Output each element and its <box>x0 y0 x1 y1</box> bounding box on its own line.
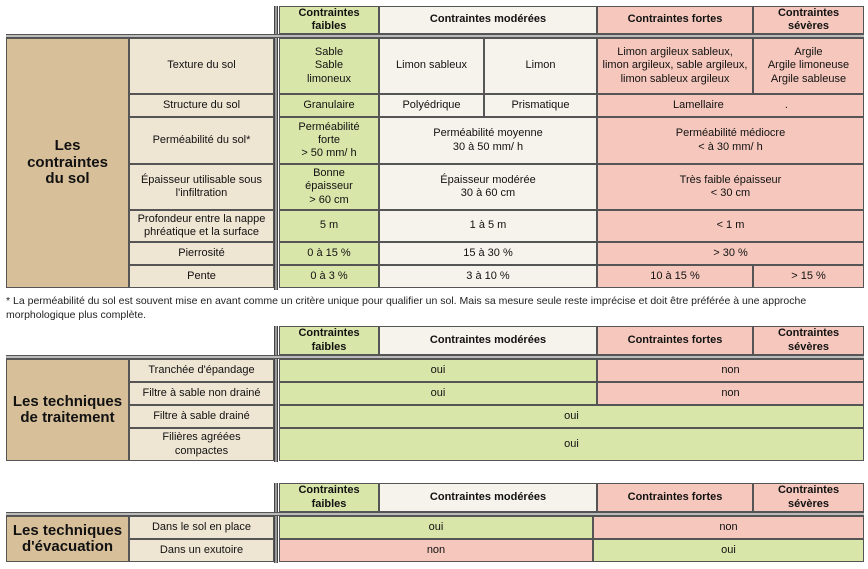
cell: oui <box>279 359 597 382</box>
cell: 3 à 10 % <box>379 265 597 288</box>
cell: Prismatique <box>484 94 597 117</box>
divider <box>274 6 278 290</box>
row-label: Profondeur entre la nappe phréatique et … <box>129 210 274 242</box>
section-title-evacuation: Les techniques d'évacuation <box>6 516 129 562</box>
cell: > 15 % <box>753 265 864 288</box>
cell: Granulaire <box>279 94 379 117</box>
cell: 1 à 5 m <box>379 210 597 242</box>
cell: Limon sableux <box>379 38 484 94</box>
footnote: * La perméabilité du sol est souvent mis… <box>6 295 807 321</box>
divider <box>6 34 864 38</box>
cell: Limon <box>484 38 597 94</box>
header-moderees: Contraintes modérées <box>379 6 597 34</box>
cell: Bonne épaisseur > 60 cm <box>279 164 379 210</box>
section-title-sol: Les contraintes du sol <box>6 38 129 288</box>
cell: 0 à 3 % <box>279 265 379 288</box>
divider <box>274 326 278 462</box>
cell: > 30 % <box>597 242 864 265</box>
header-severes: Contraintes sévères <box>753 6 864 34</box>
cell: Perméabilité moyenne 30 à 50 mm/ h <box>379 117 597 164</box>
divider <box>274 483 278 563</box>
row-label: Tranchée d'épandage <box>129 359 274 382</box>
header-faibles: Contraintes faibles <box>279 326 379 355</box>
cell: oui <box>279 428 864 461</box>
cell: 5 m <box>279 210 379 242</box>
cell: oui <box>593 539 864 562</box>
row-label: Filtre à sable drainé <box>129 405 274 428</box>
header-severes: Contraintes sévères <box>753 483 864 512</box>
row-label: Dans un exutoire <box>129 539 274 562</box>
cell: oui <box>279 405 864 428</box>
cell: Polyédrique <box>379 94 484 117</box>
cell: Argile Argile limoneuse Argile sableuse <box>753 38 864 94</box>
cell: non <box>597 382 864 405</box>
header-faibles: Contraintes faibles <box>279 6 379 34</box>
row-label: Dans le sol en place <box>129 516 274 539</box>
header-moderees: Contraintes modérées <box>379 326 597 355</box>
cell: oui <box>279 382 597 405</box>
divider <box>6 355 864 359</box>
row-label: Filtre à sable non drainé <box>129 382 274 405</box>
row-label: Texture du sol <box>129 38 274 94</box>
cell: 10 à 15 % <box>597 265 753 288</box>
row-label: Pierrosité <box>129 242 274 265</box>
row-label: Pente <box>129 265 274 288</box>
section-title-traitement: Les techniques de traitement <box>6 359 129 461</box>
row-label: Filières agréées compactes <box>129 428 274 461</box>
divider <box>6 512 864 516</box>
header-faibles: Contraintes faibles <box>279 483 379 512</box>
header-fortes: Contraintes fortes <box>597 326 753 355</box>
cell: < 1 m <box>597 210 864 242</box>
header-moderees: Contraintes modérées <box>379 483 597 512</box>
header-fortes: Contraintes fortes <box>597 6 753 34</box>
header-fortes: Contraintes fortes <box>597 483 753 512</box>
cell: Sable Sable limoneux <box>279 38 379 94</box>
cell: Lamellaire . <box>597 94 864 117</box>
cell: Perméabilité médiocre < à 30 mm/ h <box>597 117 864 164</box>
cell: 0 à 15 % <box>279 242 379 265</box>
cell: Très faible épaisseur < 30 cm <box>597 164 864 210</box>
cell: Perméabilité forte > 50 mm/ h <box>279 117 379 164</box>
row-label: Épaisseur utilisable sous l'infiltration <box>129 164 274 210</box>
cell: oui <box>279 516 593 539</box>
cell: non <box>593 516 864 539</box>
cell: Épaisseur modérée 30 à 60 cm <box>379 164 597 210</box>
cell: 15 à 30 % <box>379 242 597 265</box>
row-label: Perméabilité du sol* <box>129 117 274 164</box>
header-severes: Contraintes sévères <box>753 326 864 355</box>
cell: non <box>279 539 593 562</box>
row-label: Structure du sol <box>129 94 274 117</box>
cell: Limon argileux sableux, limon argileux, … <box>597 38 753 94</box>
cell: non <box>597 359 864 382</box>
